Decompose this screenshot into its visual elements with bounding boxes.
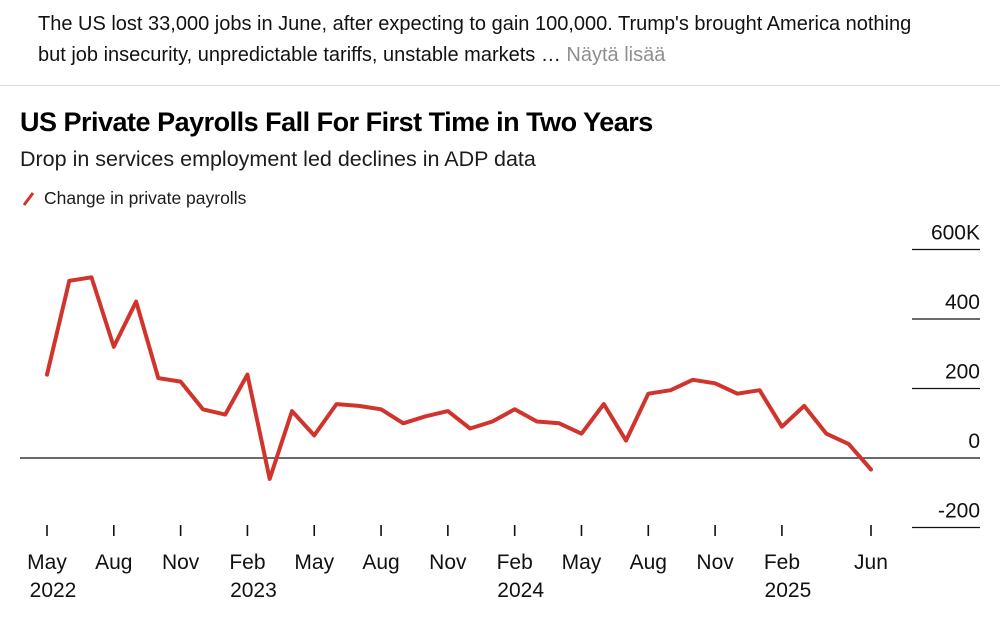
y-axis-label: 200	[945, 361, 980, 384]
x-axis-label: Nov	[429, 551, 467, 574]
y-axis-label: 400	[945, 291, 980, 314]
chart-title: US Private Payrolls Fall For First Time …	[20, 107, 653, 137]
x-axis-label: May	[294, 551, 334, 574]
x-axis-label: May	[27, 551, 67, 574]
chart-legend: Change in private payrolls	[21, 188, 1000, 209]
x-axis-label: Aug	[630, 551, 667, 574]
legend-line-icon	[22, 191, 35, 206]
x-axis-label: May	[562, 551, 602, 574]
x-axis-label: Feb	[229, 551, 265, 574]
x-axis-year-label: 2025	[765, 579, 812, 602]
x-axis-year-label: 2022	[30, 579, 77, 602]
x-axis-label: Feb	[497, 551, 533, 574]
x-axis-label: Aug	[95, 551, 132, 574]
y-axis-label: -200	[938, 500, 980, 523]
x-axis-label: Aug	[362, 551, 399, 574]
x-axis-year-label: 2024	[497, 579, 544, 602]
x-axis-label: Nov	[162, 551, 200, 574]
chart-card: US Private Payrolls Fall For First Time …	[0, 106, 1000, 614]
post-caption: The US lost 33,000 jobs in June, after e…	[0, 0, 1000, 86]
chart-subtitle: Drop in services employment led declines…	[20, 147, 536, 171]
post-text: The US lost 33,000 jobs in June, after e…	[38, 13, 912, 66]
x-axis-label: Nov	[696, 551, 734, 574]
payrolls-line-chart: 600K 400 200 0 -200 May 2022 Aug Nov Feb 2023 May Au…	[20, 222, 980, 602]
payrolls-line	[45, 275, 873, 481]
y-axis-label: 0	[968, 430, 980, 453]
legend-label: Change in private payrolls	[44, 188, 247, 208]
x-axis-label: Jun	[854, 551, 888, 574]
x-axis-label: Feb	[764, 551, 800, 574]
show-more-link[interactable]: Näytä lisää	[566, 44, 666, 66]
x-axis-year-label: 2023	[230, 579, 277, 602]
y-axis-label: 600K	[931, 222, 980, 245]
